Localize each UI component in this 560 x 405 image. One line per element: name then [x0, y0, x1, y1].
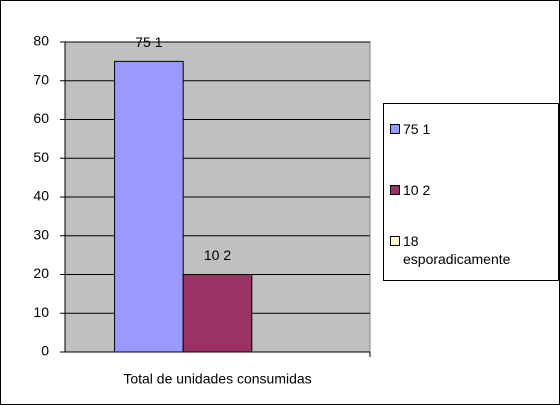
legend-entry: 18 esporadicamente [390, 232, 523, 268]
bar [182, 274, 253, 353]
data-label: 10 2 [204, 247, 231, 263]
legend-label: 75 1 [403, 121, 431, 137]
bar [114, 60, 184, 353]
y-tick-label: 10 [33, 304, 49, 320]
y-tick-label: 30 [33, 226, 49, 242]
y-tick-label: 50 [33, 149, 49, 165]
y-tick-label: 80 [33, 33, 49, 49]
data-label: 75 1 [135, 34, 162, 50]
y-tick-label: 70 [33, 71, 49, 87]
legend: 75 1 10 2 18 esporadicamente [383, 103, 559, 281]
y-tick-label: 40 [33, 188, 49, 204]
x-tick-label: Total de unidades consumidas [123, 371, 311, 387]
legend-label: 10 2 [403, 182, 431, 198]
legend-entry: 75 1 [390, 120, 523, 138]
legend-swatch [390, 236, 400, 246]
legend-swatch [390, 185, 400, 195]
y-tick-label: 0 [41, 343, 49, 359]
legend-swatch [390, 124, 400, 134]
legend-entry: 10 2 [390, 181, 523, 199]
legend-label: 18 esporadicamente [403, 233, 511, 267]
y-tick-label: 60 [33, 110, 49, 126]
y-tick-label: 20 [33, 265, 49, 281]
